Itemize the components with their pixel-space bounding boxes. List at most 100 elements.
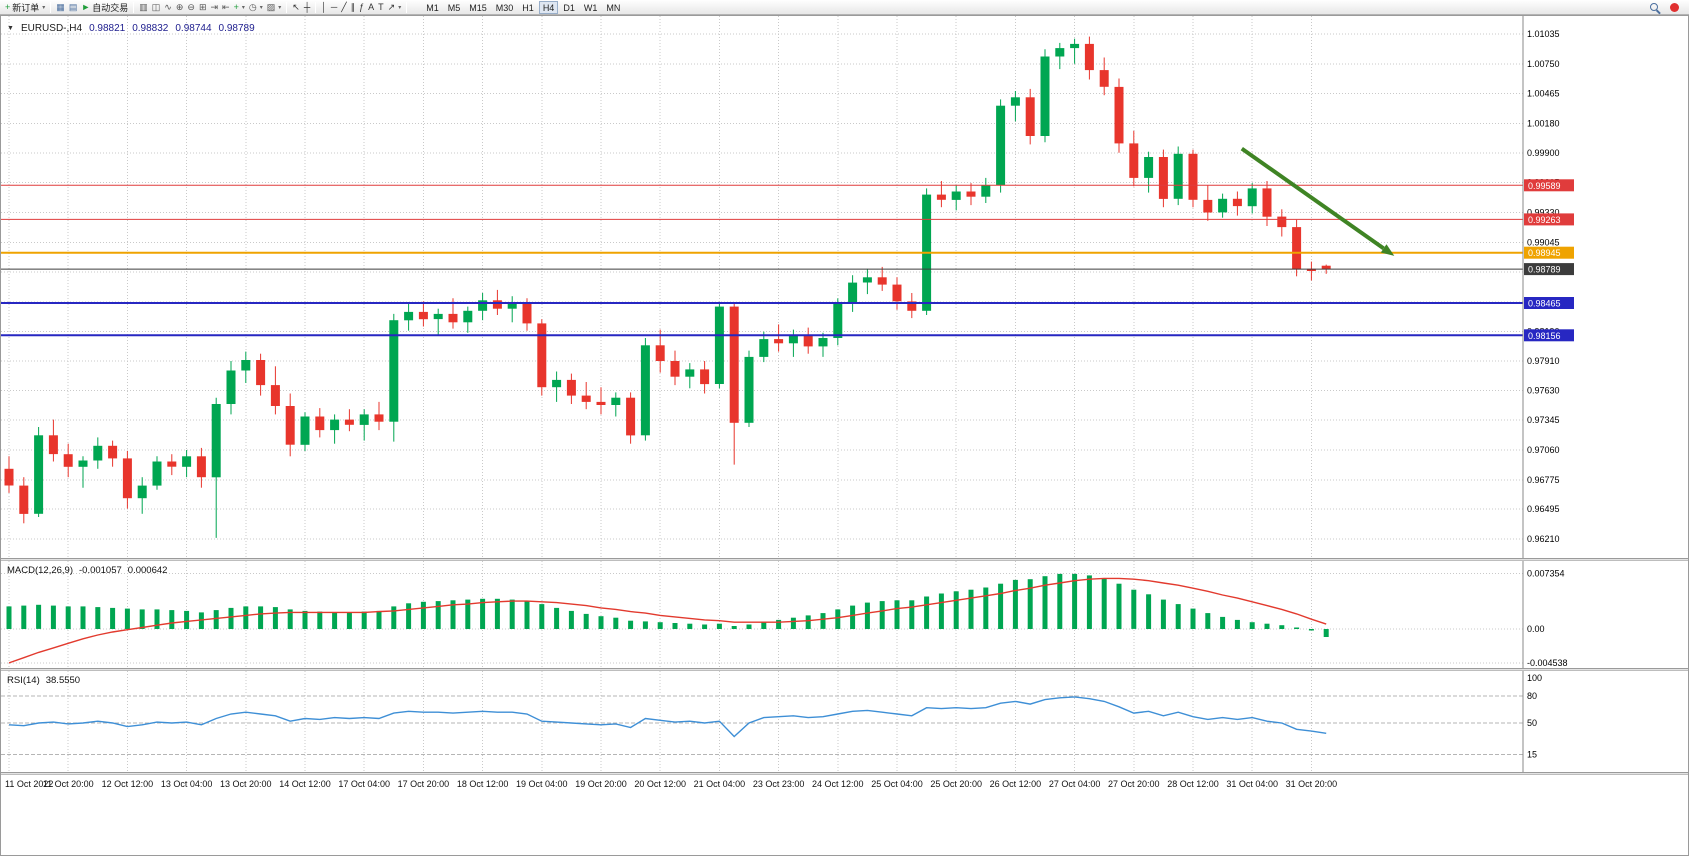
bar-chart-button[interactable]: ▥ (137, 1, 150, 14)
timeframe-group: M1 M5 M15 M30 H1 H4 D1 W1 MN (422, 0, 624, 14)
timeframe-MN[interactable]: MN (606, 2, 621, 13)
horizontal-line-button[interactable]: ─ (329, 1, 339, 14)
timeframe-M30[interactable]: M30 (495, 2, 514, 13)
svg-text:100: 100 (1527, 673, 1542, 683)
ohlc-close: 0.98789 (218, 23, 255, 34)
pane-divider[interactable] (1, 668, 1688, 671)
time-label: 17 Oct 20:00 (397, 779, 450, 789)
macd-panel[interactable]: 0.007354 0.00 -0.004538 (1, 561, 1689, 668)
template-icon: ▨ (266, 1, 276, 12)
svg-text:0.97345: 0.97345 (1527, 415, 1560, 425)
auto-scroll-button[interactable]: ⇥ (208, 1, 220, 14)
trendline-icon: ╱ (341, 1, 347, 12)
svg-text:1.00750: 1.00750 (1527, 59, 1560, 69)
auto-scroll-icon: ⇥ (210, 1, 219, 12)
window-collapse-icon[interactable]: ▼ (7, 25, 14, 32)
vertical-line-icon: │ (321, 1, 327, 12)
time-label: 13 Oct 04:00 (160, 779, 213, 789)
zoom-out-button[interactable]: ⊖ (185, 1, 197, 14)
chart-shift-button[interactable]: ⇤ (220, 1, 232, 14)
time-label: 18 Oct 12:00 (456, 779, 509, 789)
symbol-label: EURUSD-,H4 (20, 23, 83, 34)
chart-window: 1.010351.007501.004651.001800.999000.996… (0, 15, 1689, 856)
timeframe-H4[interactable]: H4 (538, 0, 559, 14)
cursor-button[interactable]: ↖ (290, 1, 302, 14)
trendline-button[interactable]: ╱ (339, 1, 348, 14)
timeframe-M5[interactable]: M5 (447, 2, 461, 13)
time-label: 11 Oct 20:00 (42, 779, 94, 789)
macd-value-signal: 0.000642 (127, 565, 168, 576)
pane-divider[interactable] (1, 558, 1688, 561)
new-order-button[interactable]: + 新订单 ▾ (3, 1, 47, 14)
time-label: 14 Oct 12:00 (279, 779, 331, 789)
svg-text:0.99045: 0.99045 (1527, 237, 1560, 247)
candlestick-chart-button[interactable]: ◫ (150, 1, 163, 14)
time-label: 31 Oct 20:00 (1285, 779, 1338, 789)
channel-button[interactable]: ∥ (349, 1, 358, 14)
auto-trading-button[interactable]: ► 自动交易 (79, 1, 130, 14)
svg-text:1.01035: 1.01035 (1527, 29, 1560, 39)
alert-button[interactable] (1668, 1, 1681, 14)
text-label-button[interactable]: T (376, 1, 386, 14)
main-toolbar: + 新订单 ▾ ▦ ▤ ► 自动交易 ▥ ◫ ∿ ⊕ ⊖ ⊞ ⇥ ⇤ + ▾ ◷ ▾ ▨ ▾ ↖ ┼ │ ─ ╱ ∥ ƒ A T ↗ ▾ M1 M… (0, 0, 1689, 15)
svg-text:0.96775: 0.96775 (1527, 475, 1560, 485)
svg-text:0.007354: 0.007354 (1527, 569, 1565, 579)
data-window-button[interactable]: ▤ (67, 1, 80, 14)
macd-histogram (6, 573, 1329, 637)
time-axis[interactable]: 11 Oct 2022 11 Oct 20:00 12 Oct 12:00 13 Oc… (1, 775, 1688, 797)
candles (4, 36, 1331, 538)
timeframe-M1[interactable]: M1 (426, 2, 439, 13)
time-label: 17 Oct 04:00 (338, 779, 390, 789)
crosshair-button[interactable]: ┼ (302, 1, 312, 14)
market-watch-button[interactable]: ▦ (54, 1, 67, 14)
arrows-button[interactable]: ↗ ▾ (386, 1, 404, 14)
timeframe-M15[interactable]: M15 (469, 2, 487, 13)
pane-divider[interactable] (1, 772, 1688, 775)
support-line-price-badge (1524, 329, 1574, 342)
chevron-down-icon: ▾ (241, 4, 245, 11)
time-label: 28 Oct 12:00 (1167, 779, 1219, 789)
time-label: 25 Oct 20:00 (930, 779, 982, 789)
line-chart-button[interactable]: ∿ (162, 1, 174, 14)
rsi-panel[interactable]: 100 80 50 15 (1, 671, 1689, 772)
zoom-in-icon: ⊕ (175, 1, 184, 12)
trend-arrow-annotation[interactable] (1240, 146, 1385, 251)
macd-signal-line (8, 577, 1327, 664)
periods-button[interactable]: ◷ ▾ (247, 1, 265, 14)
svg-text:0.00: 0.00 (1527, 624, 1545, 634)
svg-text:0.99263: 0.99263 (1528, 215, 1561, 225)
toolbar-separator (133, 1, 135, 13)
chevron-down-icon: ▾ (42, 4, 46, 11)
text-button[interactable]: A (366, 1, 376, 14)
templates-button[interactable]: ▨ ▾ (265, 1, 284, 14)
svg-text:0.96495: 0.96495 (1527, 504, 1560, 514)
vertical-line-button[interactable]: │ (319, 1, 329, 14)
search-button[interactable] (1648, 1, 1660, 14)
tile-windows-icon: ⊞ (198, 1, 207, 12)
fibonacci-icon: ƒ (359, 1, 365, 12)
zoom-in-button[interactable]: ⊕ (174, 1, 186, 14)
line-chart-icon: ∿ (164, 1, 172, 12)
indicators-button[interactable]: + ▾ (232, 1, 247, 14)
cursor-icon: ↖ (292, 1, 300, 12)
timeframe-H1[interactable]: H1 (522, 2, 534, 13)
chart-shift-icon: ⇤ (222, 1, 230, 12)
toolbar-separator (315, 1, 317, 13)
fibonacci-button[interactable]: ƒ (357, 1, 366, 14)
timeframe-W1[interactable]: W1 (583, 2, 598, 13)
svg-text:0.97630: 0.97630 (1527, 385, 1560, 395)
text-icon: A (368, 1, 375, 12)
svg-text:15: 15 (1527, 750, 1537, 760)
bar-chart-icon: ▥ (139, 1, 148, 12)
tile-windows-button[interactable]: ⊞ (197, 1, 209, 14)
svg-text:0.99900: 0.99900 (1527, 148, 1560, 158)
time-label: 26 Oct 12:00 (989, 779, 1042, 789)
toolbar-separator (406, 1, 408, 13)
svg-text:0.96210: 0.96210 (1527, 534, 1560, 544)
svg-text:0.99589: 0.99589 (1528, 181, 1561, 191)
svg-text:0.98465: 0.98465 (1528, 299, 1561, 309)
price-chart[interactable]: 1.010351.007501.004651.001800.999000.996… (1, 16, 1689, 558)
svg-text:0.98945: 0.98945 (1528, 248, 1561, 258)
timeframe-D1[interactable]: D1 (563, 2, 575, 13)
chart-header: ▼ EURUSD-,H4 0.98821 0.98832 0.98744 0.9… (7, 23, 255, 34)
